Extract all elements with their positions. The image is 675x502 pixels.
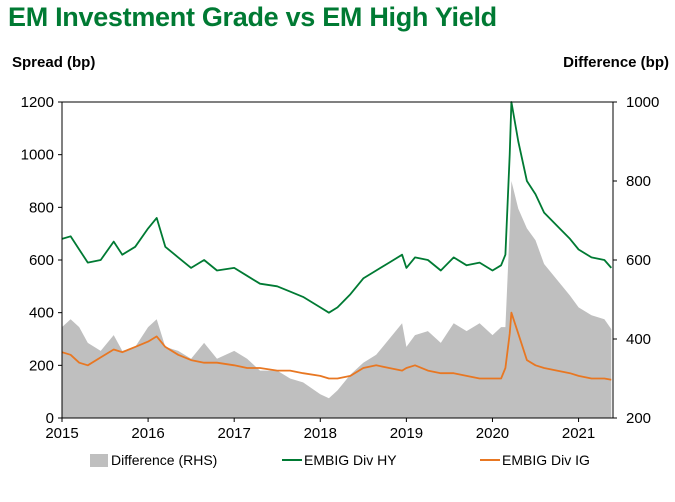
- legend-label-embig-div-ig: EMBIG Div IG: [502, 452, 590, 468]
- x-tick-label: 2019: [390, 425, 423, 442]
- right-axis-title: Difference (bp): [563, 54, 669, 71]
- right-tick-label: 400: [626, 331, 651, 348]
- right-tick-label: 200: [626, 410, 651, 427]
- x-tick-label: 2020: [476, 425, 509, 442]
- left-tick-label: 1000: [21, 147, 54, 164]
- x-tick-label: 2017: [218, 425, 251, 442]
- left-axis-title: Spread (bp): [12, 54, 96, 71]
- chart-title: EM Investment Grade vs EM High Yield: [8, 2, 497, 32]
- x-tick-label: 2015: [45, 425, 78, 442]
- left-tick-label: 0: [46, 410, 54, 427]
- right-tick-label: 600: [626, 252, 651, 269]
- x-tick-label: 2021: [562, 425, 595, 442]
- x-tick-label: 2016: [131, 425, 164, 442]
- series-embig-div-hy-line: [61, 101, 612, 314]
- left-tick-label: 200: [29, 357, 54, 374]
- right-tick-label: 1000: [626, 94, 659, 111]
- series-embig-div-ig-line: [61, 311, 612, 381]
- series-difference-rhs-area: [62, 181, 612, 418]
- legend-label-embig-div-hy: EMBIG Div HY: [304, 452, 397, 468]
- left-tick-label: 1200: [21, 94, 54, 111]
- legend-swatch-difference-rhs: [90, 454, 108, 467]
- right-tick-label: 800: [626, 173, 651, 190]
- x-tick-label: 2018: [304, 425, 337, 442]
- legend-label-difference-rhs: Difference (RHS): [111, 452, 217, 468]
- left-tick-label: 400: [29, 305, 54, 322]
- left-tick-label: 600: [29, 252, 54, 269]
- left-tick-label: 800: [29, 199, 54, 216]
